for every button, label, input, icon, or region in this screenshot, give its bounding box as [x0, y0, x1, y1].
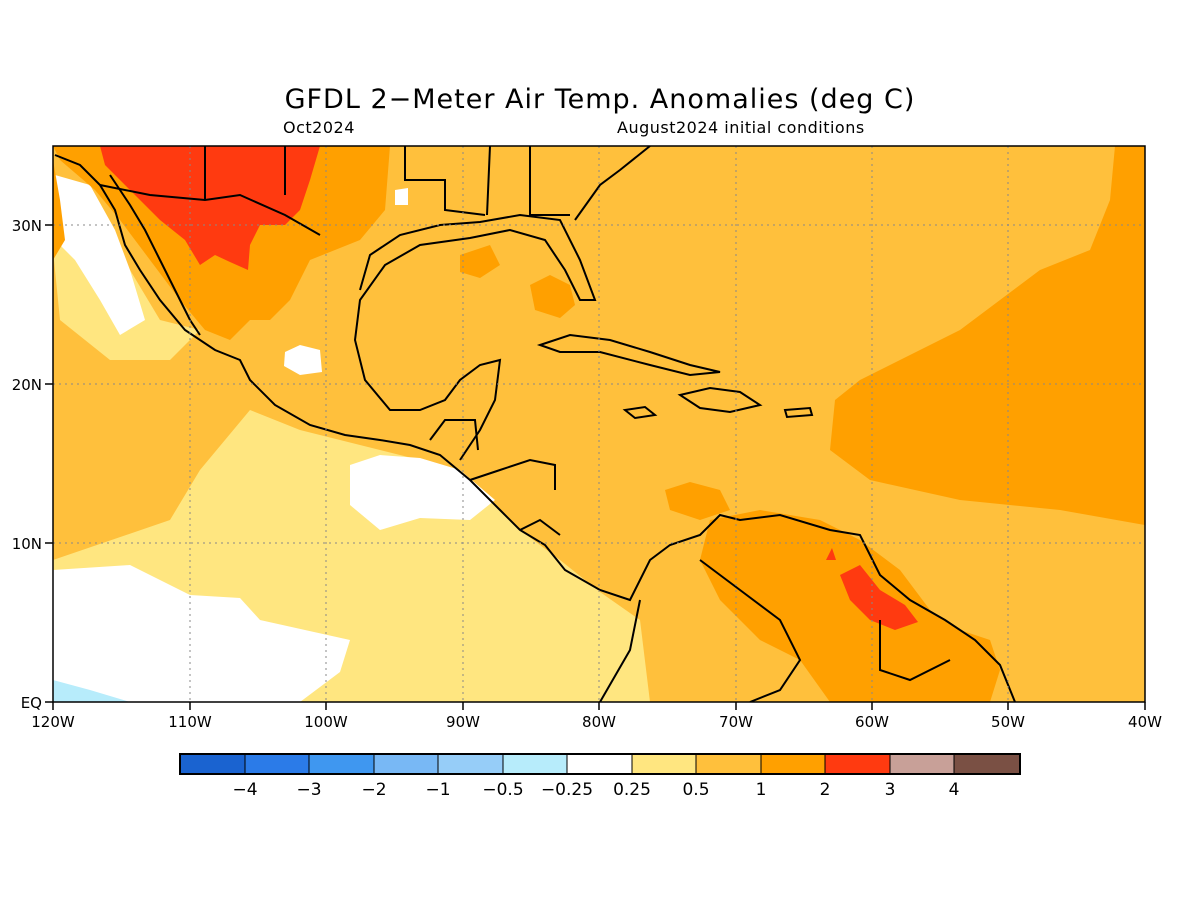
y-tick-label: 10N — [12, 535, 42, 553]
puerto-rico — [783, 406, 814, 419]
y-axis-labels: EQ 10N 20N 30N — [12, 217, 42, 712]
baja-white-patch — [55, 175, 145, 335]
initial-conditions: August2024 initial conditions — [617, 118, 865, 137]
colorbar-swatch — [953, 753, 1021, 775]
x-tick-label: 70W — [719, 713, 753, 731]
gulf-west-warm-patch — [460, 245, 500, 278]
x-tick-label: 40W — [1128, 713, 1162, 731]
colorbar-label: 0.5 — [682, 780, 709, 800]
colorbar-swatch — [631, 753, 697, 775]
us-mexico-border — [99, 184, 321, 236]
central-america-borders — [429, 419, 561, 536]
colorbar-label: 4 — [949, 780, 960, 800]
cuba — [536, 333, 721, 377]
north-america-coastline — [54, 154, 1016, 702]
x-tick-label: 100W — [304, 713, 348, 731]
colorbar-label: 3 — [885, 780, 896, 800]
map-title: GFDL 2−Meter Air Temp. Anomalies (deg C) — [284, 84, 916, 115]
jamaica — [622, 405, 658, 420]
northeast-pacific-warm-region — [53, 160, 65, 260]
forecast-month: Oct2024 — [283, 118, 355, 137]
colorbar-swatch — [244, 753, 310, 775]
colorbar-swatch — [760, 753, 826, 775]
gridlines — [53, 146, 1145, 702]
colorbar-swatch — [889, 753, 955, 775]
equatorial-cool-patch — [53, 680, 130, 702]
coastlines — [54, 146, 1016, 702]
hispaniola — [677, 386, 763, 414]
colorbar-label: 2 — [820, 780, 831, 800]
us-atlantic-coast — [574, 146, 651, 221]
colorbar-swatch — [373, 753, 439, 775]
mexico-white-patch — [284, 345, 322, 375]
colorbar-label: 1 — [756, 780, 767, 800]
x-tick-label: 120W — [31, 713, 75, 731]
guiana-hot-region — [840, 565, 918, 630]
south-america-borders — [599, 559, 951, 702]
y-tick-label: 30N — [12, 217, 42, 235]
south-america-warm-region — [700, 510, 1000, 702]
anomaly-field — [53, 146, 1145, 702]
east-pacific-white-patch — [350, 455, 495, 530]
caribbean-warm-patch — [665, 482, 730, 520]
colorbar-swatch — [437, 753, 504, 775]
colorbar-label: 0.25 — [613, 780, 651, 800]
y-tick-label: EQ — [21, 694, 42, 712]
venezuela-hot-spot — [826, 548, 836, 560]
x-axis-labels: 120W 110W 100W 90W 80W 70W 60W 50W 40W — [31, 713, 1162, 731]
colorbar-label: −4 — [232, 780, 257, 800]
x-tick-label: 110W — [168, 713, 212, 731]
colorbar-swatch — [179, 753, 246, 775]
x-tick-label: 80W — [582, 713, 616, 731]
y-tick-label: 20N — [12, 376, 42, 394]
atlantic-warm-region — [830, 146, 1145, 525]
colorbar-label: −2 — [361, 780, 386, 800]
colorbar: −4 −3 −2 −1 −0.5 −0.25 0.25 0.5 1 2 3 4 — [179, 753, 1021, 800]
colorbar-label: −1 — [425, 780, 450, 800]
x-tick-label: 60W — [855, 713, 889, 731]
colorbar-label: −0.5 — [482, 780, 523, 800]
us-state-borders — [204, 146, 570, 216]
colorbar-swatch — [695, 753, 762, 775]
tick-marks — [45, 224, 1146, 710]
colorbar-swatch — [824, 753, 891, 775]
colorbar-frame — [179, 753, 1021, 775]
gulf-coastline — [353, 213, 597, 461]
colorbar-label: −3 — [296, 780, 321, 800]
southwest-us-hot-region — [100, 146, 320, 270]
colorbar-swatch — [308, 753, 375, 775]
gulf-white-patch — [395, 188, 408, 205]
x-tick-label: 50W — [991, 713, 1025, 731]
x-tick-label: 90W — [446, 713, 480, 731]
colorbar-swatch — [566, 753, 633, 775]
colorbar-swatch — [502, 753, 568, 775]
south-pacific-white-patch — [53, 565, 350, 702]
gulf-warm-patch — [530, 275, 575, 318]
colorbar-label: −0.25 — [541, 780, 593, 800]
